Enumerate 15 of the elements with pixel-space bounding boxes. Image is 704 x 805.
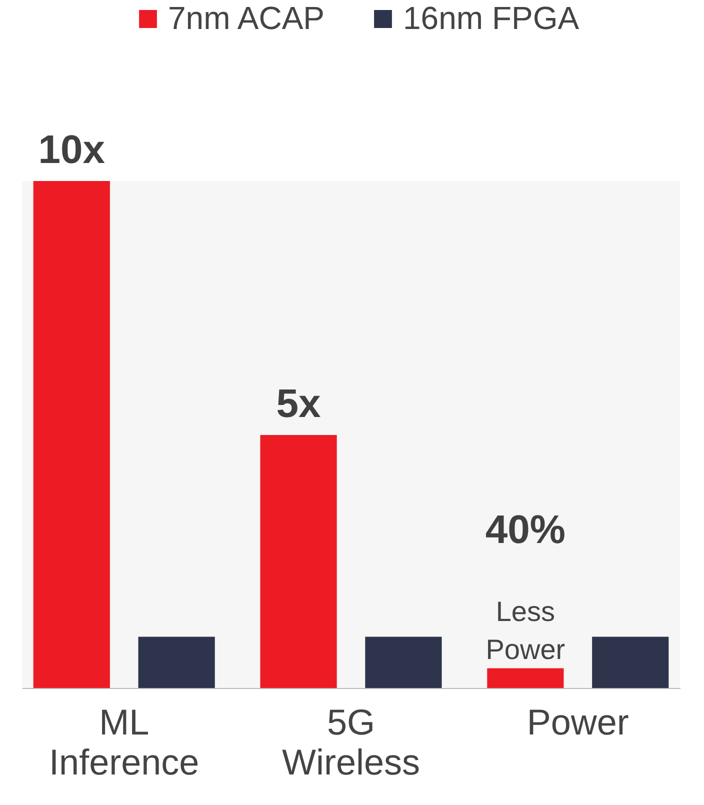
- x-tick-label: ML Inference: [49, 702, 200, 782]
- annotation: 5x: [276, 382, 321, 426]
- legend-label: 16nm FPGA: [403, 0, 580, 36]
- bar: [33, 181, 110, 688]
- bar: [365, 636, 442, 688]
- bar: [260, 435, 337, 688]
- bar: [487, 668, 564, 688]
- text: 10x: [38, 128, 106, 172]
- x-tick-label: 5G Wireless: [282, 702, 420, 782]
- annotation: 40%: [485, 508, 566, 552]
- x-tick-label: Power: [526, 702, 629, 742]
- bar: [138, 636, 215, 688]
- bar: [592, 636, 669, 688]
- legend-label: 7nm ACAP: [168, 0, 325, 36]
- annotation: Less Power: [486, 596, 566, 665]
